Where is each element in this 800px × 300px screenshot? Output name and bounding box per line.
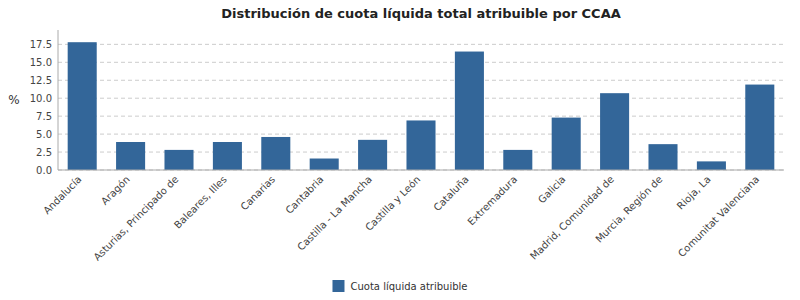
bar bbox=[552, 118, 581, 170]
y-tick-label: 2.5 bbox=[36, 147, 52, 158]
x-tick-label: Cataluña bbox=[431, 174, 470, 213]
x-tick-label: Extremadura bbox=[465, 174, 519, 228]
bar bbox=[213, 142, 242, 170]
bar bbox=[600, 93, 629, 170]
x-tick-label: Aragón bbox=[99, 174, 132, 207]
bar bbox=[648, 144, 677, 170]
bars bbox=[68, 42, 775, 170]
x-tick-label: Asturias, Principado de bbox=[91, 174, 180, 263]
bar bbox=[68, 42, 97, 170]
bar bbox=[164, 150, 193, 170]
grid-line bbox=[58, 80, 784, 81]
x-tick-label: Canarias bbox=[238, 174, 277, 213]
bar bbox=[358, 140, 387, 170]
bar bbox=[503, 150, 532, 170]
y-tick-label: 17.5 bbox=[30, 39, 52, 50]
y-axis-label: % bbox=[8, 93, 19, 107]
x-tick-label: Cantabria bbox=[283, 174, 325, 216]
bar bbox=[406, 120, 435, 170]
grid-line bbox=[58, 116, 784, 117]
grid-line bbox=[58, 170, 784, 171]
legend-label: Cuota líquida atribuible bbox=[350, 281, 467, 292]
grid-line bbox=[58, 98, 784, 99]
y-tick-label: 0.0 bbox=[36, 165, 52, 176]
grid bbox=[58, 44, 784, 170]
bar bbox=[116, 142, 145, 170]
x-axis-line bbox=[58, 170, 784, 171]
bar bbox=[697, 161, 726, 170]
x-tick-label: Andalucía bbox=[41, 174, 84, 217]
x-tick-label: Castilla - La Mancha bbox=[295, 174, 374, 253]
y-tick-label: 15.0 bbox=[30, 57, 52, 68]
grid-line bbox=[58, 62, 784, 63]
x-tick-label: Galicia bbox=[536, 174, 568, 206]
chart-svg: Distribución de cuota líquida total atri… bbox=[0, 0, 800, 300]
x-tick-label: Castilla y León bbox=[363, 174, 422, 233]
x-tick-label: Madrid, Comunidad de bbox=[528, 174, 616, 262]
bar bbox=[310, 159, 339, 170]
legend-swatch bbox=[332, 280, 344, 292]
y-tick-label: 5.0 bbox=[36, 129, 52, 140]
chart-container: Distribución de cuota líquida total atri… bbox=[0, 0, 800, 300]
bar bbox=[261, 137, 290, 170]
y-tick-label: 10.0 bbox=[30, 93, 52, 104]
grid-line bbox=[58, 44, 784, 45]
y-axis-line bbox=[58, 30, 59, 170]
x-tick-label: Comunitat Valenciana bbox=[676, 174, 761, 259]
legend: Cuota líquida atribuible bbox=[332, 280, 467, 292]
x-tick-label: Rioja, La bbox=[675, 174, 713, 212]
title: Distribución de cuota líquida total atri… bbox=[221, 6, 621, 21]
x-tick-label: Murcia, Región de bbox=[593, 174, 664, 245]
bar bbox=[745, 85, 774, 170]
y-tick-label: 12.5 bbox=[30, 75, 52, 86]
x-tick-label: Baleares, Illes bbox=[172, 174, 229, 231]
bar bbox=[455, 52, 484, 170]
y-tick-label: 7.5 bbox=[36, 111, 52, 122]
